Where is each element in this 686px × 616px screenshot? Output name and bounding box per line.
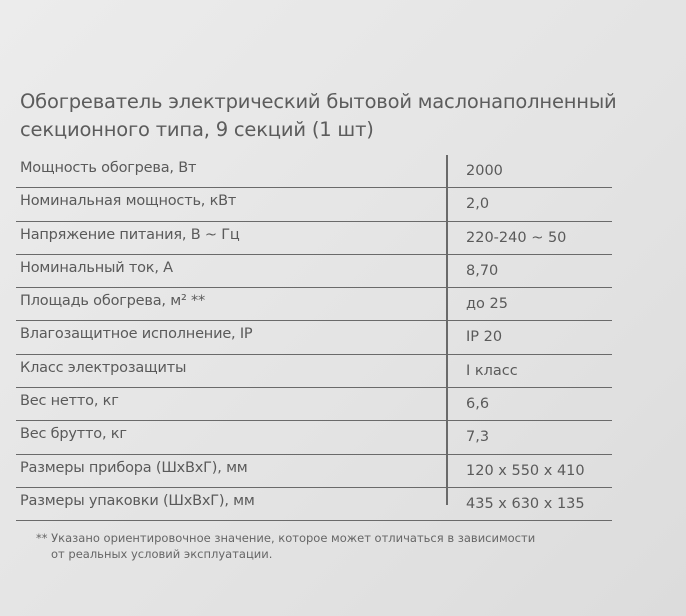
- table-row: Влагозащитное исполнение, IP IP 20: [16, 321, 612, 355]
- spec-value: 7,3: [466, 429, 490, 446]
- spec-value: 120 x 550 x 410: [466, 462, 585, 479]
- spec-label: Номинальный ток, А: [20, 259, 173, 276]
- spec-label: Влагозащитное исполнение, IP: [20, 326, 253, 343]
- spec-label: Мощность обогрева, Вт: [20, 160, 197, 176]
- table-row: Мощность обогрева, Вт 2000: [16, 155, 612, 189]
- product-title: Обогреватель электрический бытовой масло…: [20, 88, 617, 144]
- footnote: ** Указано ориентировочное значение, кот…: [36, 530, 535, 562]
- title-line-1: Обогреватель электрический бытовой масло…: [20, 90, 617, 113]
- spec-label: Номинальная мощность, кВт: [20, 193, 237, 210]
- spec-value: 6,6: [466, 396, 490, 413]
- table-row: Класс электрозащиты I класс: [16, 355, 612, 389]
- table-row: Номинальная мощность, кВт 2,0: [16, 188, 612, 222]
- table-row: Номинальный ток, А 8,70: [16, 255, 612, 289]
- spec-label: Класс электрозащиты: [20, 359, 187, 376]
- spec-label: Вес нетто, кг: [20, 393, 119, 410]
- spec-label: Напряжение питания, В ~ Гц: [20, 226, 240, 243]
- title-line-2: секционного типа, 9 секций (1 шт): [20, 118, 374, 141]
- spec-value: 2,0: [466, 196, 490, 213]
- spec-label: Размеры упаковки (ШхВхГ), мм: [20, 492, 255, 509]
- spec-label: Размеры прибора (ШхВхГ), мм: [20, 459, 248, 476]
- footnote-line-2: от реальных условий эксплуатации.: [51, 547, 273, 561]
- table-row: Напряжение питания, В ~ Гц 220-240 ~ 50: [16, 222, 612, 255]
- spec-value: I класс: [466, 362, 518, 379]
- spec-value: IP 20: [466, 329, 503, 346]
- table-row: Вес нетто, кг 6,6: [16, 388, 612, 422]
- spec-value: 8,70: [466, 262, 499, 279]
- table-row: Размеры прибора (ШхВхГ), мм 120 x 550 x 4…: [16, 455, 612, 488]
- spec-value: 2000: [466, 163, 503, 179]
- spec-table: Мощность обогрева, Вт 2000 Номинальная мощ…: [16, 155, 612, 522]
- table-row: Площадь обогрева, м² ** до 25: [16, 288, 612, 322]
- column-divider: [446, 155, 448, 505]
- spec-label: Вес брутто, кг: [20, 426, 127, 443]
- footnote-line-1: ** Указано ориентировочное значение, кот…: [36, 531, 536, 545]
- spec-value: 435 x 630 x 135: [466, 495, 585, 512]
- spec-label: Площадь обогрева, м² **: [20, 293, 206, 310]
- table-row: Вес брутто, кг 7,3: [16, 421, 612, 455]
- table-row: Размеры упаковки (ШхВхГ), мм 435 x 630 x …: [16, 488, 612, 522]
- spec-value: 220-240 ~ 50: [466, 229, 567, 246]
- spec-value: до 25: [466, 296, 508, 313]
